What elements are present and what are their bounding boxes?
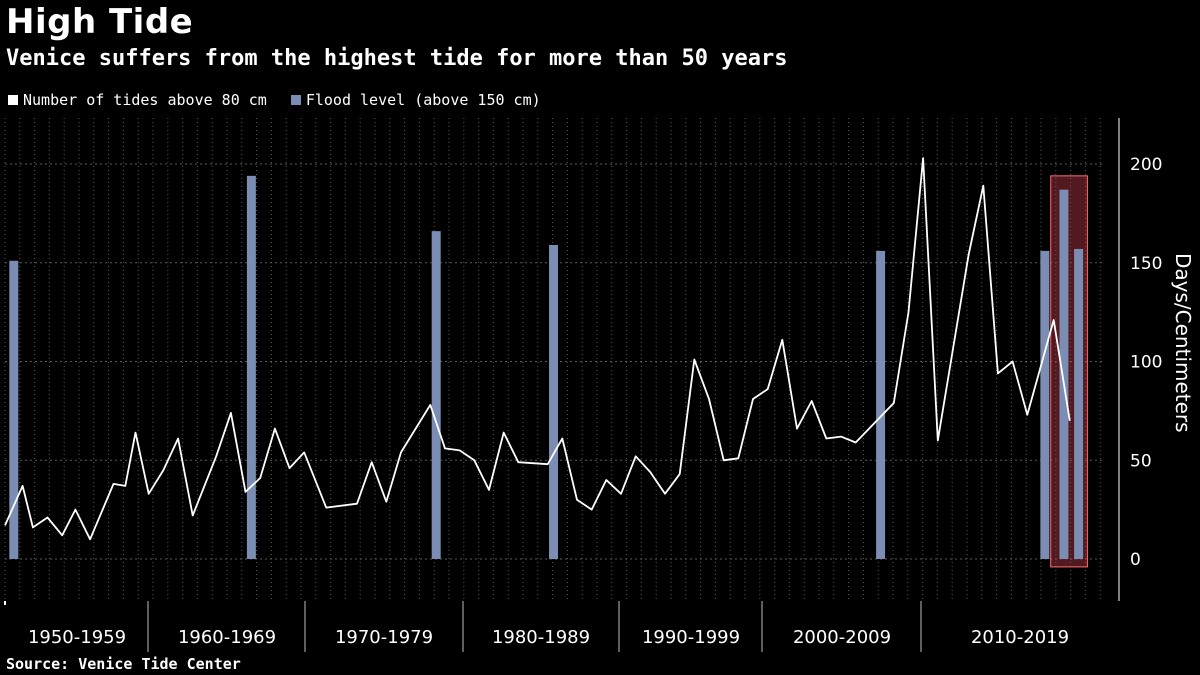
legend-label-flood: Flood level (above 150 cm) [305, 91, 541, 109]
legend-item-tides: Number of tides above 80 cm [8, 91, 267, 109]
source-note: Source: Venice Tide Center [6, 655, 241, 673]
x-tick-label: 2010-2019 [971, 627, 1069, 648]
legend-swatch-tides [8, 95, 18, 105]
chart-title: High Tide [6, 2, 194, 42]
x-tick-label: 1950-1959 [28, 627, 126, 648]
flood-bar [9, 260, 19, 559]
legend-swatch-flood [290, 95, 301, 105]
flood-bar [1074, 248, 1084, 560]
flood-bar [876, 250, 886, 559]
legend-label-tides: Number of tides above 80 cm [23, 91, 267, 109]
flood-bar [246, 175, 256, 559]
flood-bar [431, 231, 441, 559]
y-tick-label: 100 [1130, 353, 1162, 373]
x-tick-label: 1980-1989 [492, 627, 590, 648]
chart-subtitle: Venice suffers from the highest tide for… [6, 46, 788, 71]
flood-bar [1040, 250, 1050, 559]
tides-line [4, 157, 1071, 541]
chart-legend: Number of tides above 80 cm Flood level … [8, 91, 541, 109]
x-tick-label: 2000-2009 [793, 627, 891, 648]
y-tick-label: 0 [1130, 550, 1141, 570]
legend-item-flood: Flood level (above 150 cm) [290, 91, 541, 109]
y-tick-label: 50 [1130, 451, 1152, 471]
x-tick-label: 1990-1999 [642, 627, 740, 648]
flood-bar [549, 244, 559, 559]
y-axis-label: Days/Centimeters [1171, 253, 1195, 433]
flood-bar [1059, 189, 1069, 560]
x-tick-label: 1960-1969 [178, 627, 276, 648]
x-tick-label: 1970-1979 [335, 627, 433, 648]
y-tick-label: 200 [1130, 155, 1162, 175]
y-tick-label: 150 [1130, 254, 1162, 274]
